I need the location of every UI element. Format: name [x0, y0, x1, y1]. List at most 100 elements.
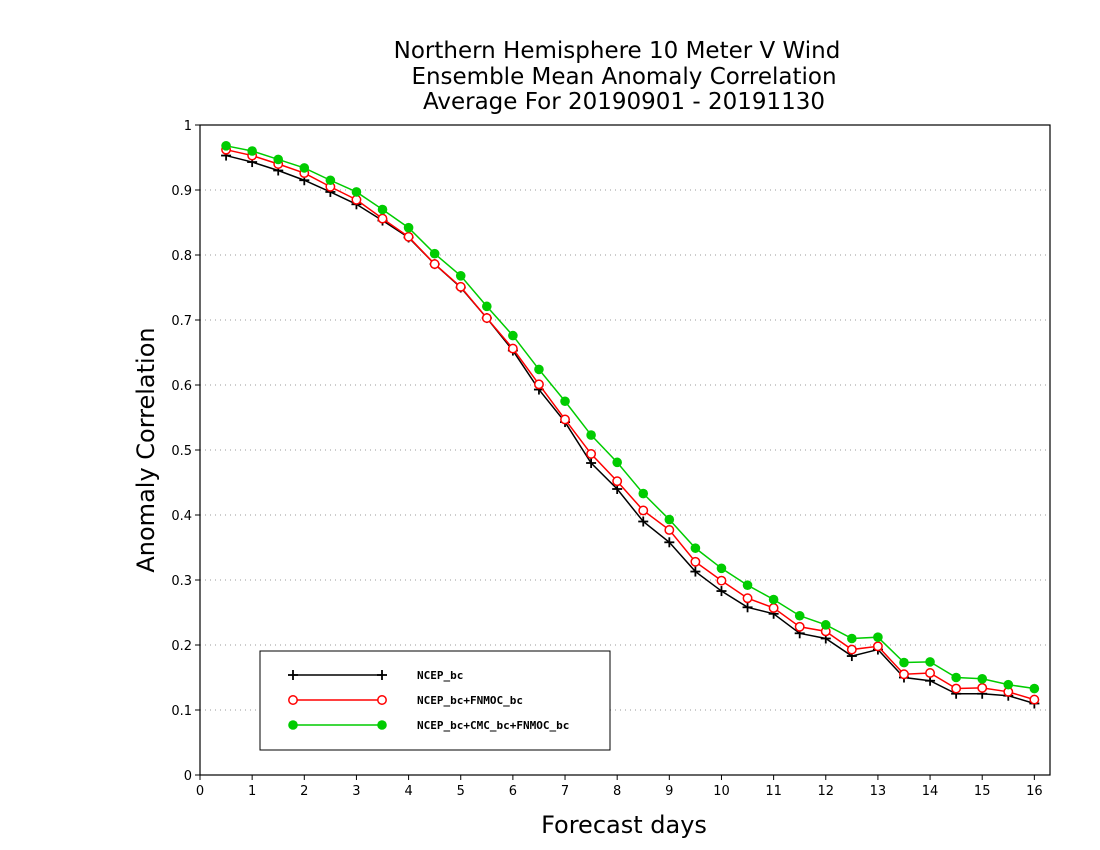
- data-point: [221, 141, 231, 151]
- x-tick-label: 2: [300, 784, 308, 799]
- legend-marker: [377, 720, 387, 730]
- data-point: [638, 505, 649, 516]
- y-axis-label: Anomaly Correlation: [132, 327, 160, 572]
- data-point: [742, 602, 753, 613]
- legend: NCEP_bc NCEP_bc+FNMOC_bc NCEP_bc+CMC_bc+FN…: [259, 650, 611, 751]
- data-point: [612, 476, 623, 487]
- data-point: [1029, 694, 1040, 705]
- y-tick-label: 0.2: [171, 639, 192, 654]
- data-point: [925, 668, 936, 678]
- x-tick-label: 11: [765, 784, 782, 799]
- y-tick-label: 0.3: [171, 574, 192, 589]
- legend-marker: [377, 695, 387, 705]
- x-axis-label: Forecast days: [541, 811, 707, 839]
- x-tick-label: 5: [457, 784, 465, 799]
- legend-marker: [288, 695, 298, 705]
- y-tick-label: 0.7: [171, 314, 192, 329]
- data-point: [403, 222, 414, 233]
- data-point: [482, 301, 492, 312]
- data-point: [560, 414, 570, 425]
- data-point: [455, 281, 466, 292]
- data-point: [429, 248, 440, 259]
- data-point: [638, 516, 649, 527]
- data-point: [925, 657, 935, 667]
- data-point: [794, 621, 805, 632]
- data-point: [664, 537, 675, 548]
- x-tick-label: 10: [713, 784, 730, 799]
- series-line: [225, 148, 1035, 701]
- y-tick-label: 1: [184, 119, 192, 134]
- data-point: [1003, 679, 1014, 690]
- data-point: [586, 458, 597, 468]
- x-tick-label: 8: [613, 784, 621, 799]
- y-tick-label: 0: [184, 769, 192, 784]
- data-point: [299, 163, 310, 173]
- data-point: [794, 610, 805, 621]
- data-point: [716, 586, 727, 597]
- data-point: [690, 556, 701, 567]
- x-tick-label: 13: [870, 784, 887, 799]
- x-tick-label: 1: [248, 784, 256, 799]
- data-point: [247, 146, 257, 156]
- data-point: [742, 593, 753, 604]
- data-point: [820, 620, 831, 630]
- legend-marker: [288, 720, 298, 730]
- legend-item: NCEP_bc+FNMOC_bc: [288, 694, 523, 707]
- data-point: [951, 672, 961, 683]
- data-point: [534, 379, 544, 390]
- data-point: [403, 231, 414, 242]
- data-point: [873, 632, 883, 642]
- chart-title-line-1: Northern Hemisphere 10 Meter V Wind: [394, 38, 841, 64]
- series-2: [221, 144, 1040, 705]
- x-tick-label: 7: [561, 784, 569, 799]
- data-point: [951, 683, 962, 694]
- x-tick-label: 16: [1026, 784, 1043, 799]
- x-tick-label: 14: [922, 784, 939, 799]
- legend-label: NCEP_bc+FNMOC_bc: [417, 694, 523, 707]
- data-point: [638, 488, 649, 499]
- y-tick-label: 0.8: [171, 249, 192, 264]
- chart-title-line-2: Ensemble Mean Anomaly Correlation: [411, 64, 836, 90]
- data-point: [507, 343, 518, 354]
- series-line: [225, 154, 1035, 705]
- x-tick-label: 4: [404, 784, 412, 799]
- y-tick-label: 0.1: [171, 704, 192, 719]
- x-tick-label: 9: [665, 784, 673, 799]
- data-point: [664, 525, 675, 535]
- series-1: [221, 150, 1040, 709]
- series-layer: [221, 141, 1040, 709]
- y-tick-label: 0.9: [171, 184, 192, 199]
- y-tick-label: 0.5: [171, 444, 192, 459]
- data-point: [977, 682, 988, 693]
- legend-label: NCEP_bc: [417, 669, 463, 682]
- data-point: [586, 430, 596, 440]
- data-point: [481, 313, 492, 323]
- data-point: [377, 213, 388, 224]
- legend-marker: [288, 670, 298, 680]
- data-point: [664, 514, 675, 525]
- chart-title: Northern Hemisphere 10 Meter V Wind Ense…: [394, 38, 841, 115]
- legend-label: NCEP_bc+CMC_bc+FNMOC_bc: [417, 719, 569, 732]
- legend-marker: [377, 670, 387, 680]
- chart-title-line-3: Average For 20190901 - 20191130: [423, 89, 825, 115]
- x-tick-label: 3: [352, 784, 360, 799]
- data-point: [534, 364, 544, 375]
- x-tick-label: 15: [974, 784, 991, 799]
- data-point: [560, 396, 570, 407]
- data-point: [899, 669, 909, 680]
- data-point: [690, 543, 701, 553]
- data-point: [872, 641, 883, 652]
- data-point: [586, 448, 597, 459]
- data-point: [690, 566, 701, 577]
- data-point: [716, 575, 727, 586]
- data-point: [351, 187, 362, 197]
- data-point: [273, 154, 284, 165]
- series-3: [221, 141, 1040, 694]
- data-point: [768, 594, 779, 605]
- data-point: [977, 674, 988, 684]
- y-tick-label: 0.4: [171, 509, 192, 524]
- data-point: [742, 580, 753, 590]
- data-point: [847, 633, 857, 644]
- x-tick-label: 12: [817, 784, 834, 799]
